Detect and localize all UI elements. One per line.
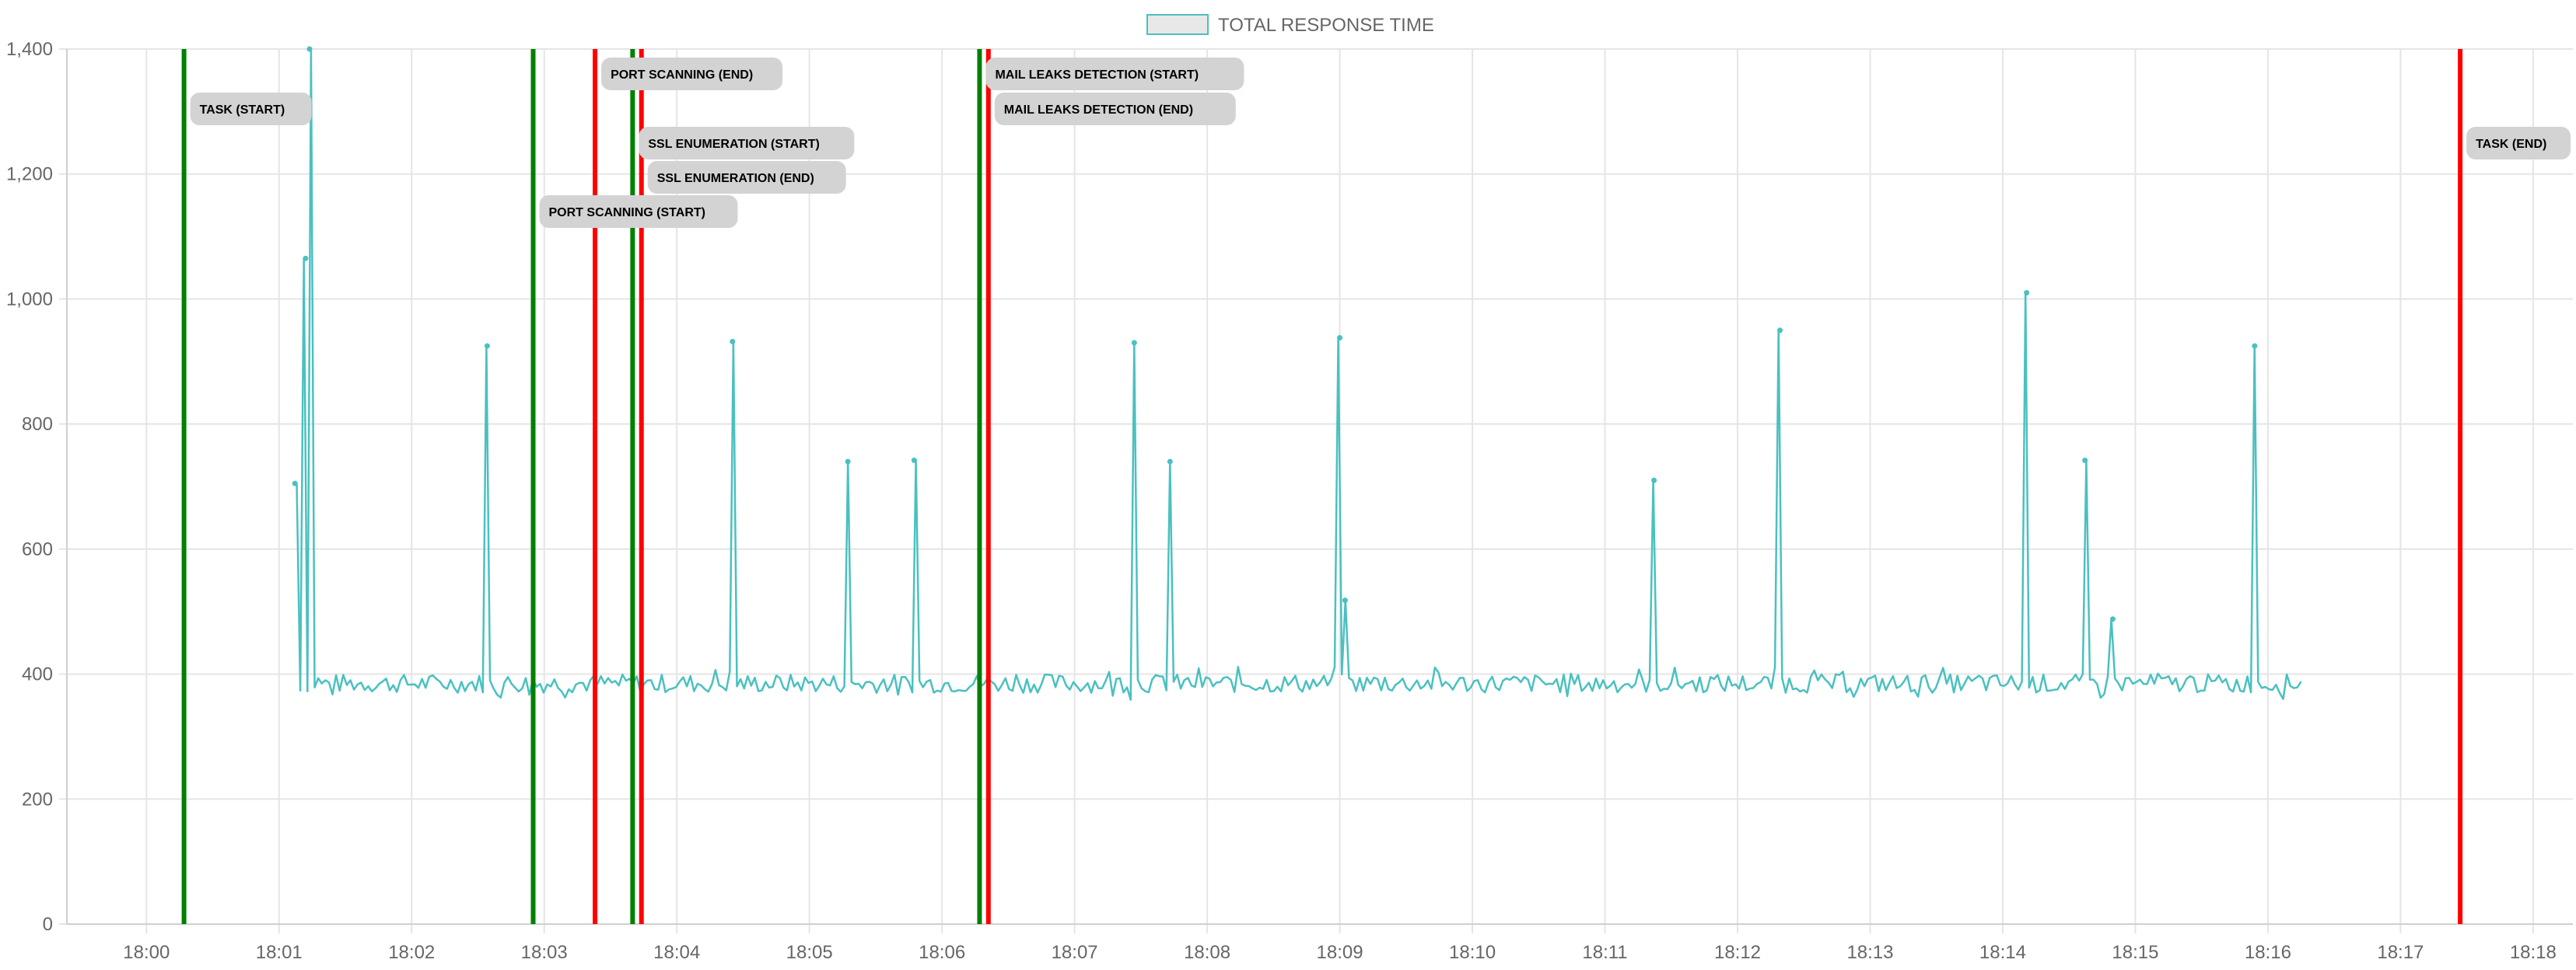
spike-point — [1337, 334, 1343, 341]
spike-point — [1167, 458, 1173, 464]
event-label-box — [539, 195, 738, 228]
spike-point — [1651, 477, 1657, 483]
event-label: SSL ENUMERATION (START) — [639, 127, 855, 159]
event-label-box — [190, 93, 312, 125]
event-label-box — [994, 93, 1236, 125]
spike-point — [1342, 597, 1348, 604]
event-label-text: PORT SCANNING (END) — [611, 68, 753, 82]
x-tick-label: 18:01 — [256, 942, 303, 963]
axes: 0 200 400 600 800 1,000 1,200 1,400 18:00 18:01 18… — [6, 39, 2573, 963]
y-tick-label: 200 — [22, 789, 53, 810]
event-label: TASK (START) — [190, 93, 312, 125]
x-tick-label: 18:18 — [2510, 942, 2557, 963]
event-label-box — [2466, 127, 2571, 159]
x-tick-label: 18:05 — [786, 942, 833, 963]
event-markers: TASK (START) PORT SCANNING (START) PORT SC… — [181, 49, 2571, 924]
event-label-text: TASK (END) — [2476, 138, 2546, 151]
x-tick-label: 18:14 — [1979, 942, 2026, 963]
y-tick-label: 400 — [22, 664, 53, 685]
spike-point — [2109, 616, 2116, 622]
x-tick-label: 18:16 — [2245, 942, 2291, 963]
spike-point — [303, 255, 309, 261]
spike-point — [292, 480, 298, 486]
y-tick-label: 600 — [22, 539, 53, 560]
spike-point — [2252, 343, 2258, 349]
spike-point — [484, 343, 490, 349]
event-label-text: SSL ENUMERATION (END) — [657, 172, 814, 185]
x-tick-label: 18:08 — [1184, 942, 1230, 963]
x-tick-label: 18:13 — [1846, 942, 1893, 963]
event-label: TASK (END) — [2466, 127, 2571, 159]
x-tick-label: 18:15 — [2112, 942, 2158, 963]
x-tick-label: 18:06 — [919, 942, 965, 963]
event-label-text: MAIL LEAKS DETECTION (END) — [1004, 103, 1193, 117]
event-label: PORT SCANNING (END) — [601, 58, 783, 90]
spike-point — [306, 46, 313, 52]
event-label-text: TASK (START) — [200, 103, 285, 117]
event-label-box — [985, 58, 1244, 90]
legend-label[interactable]: TOTAL RESPONSE TIME — [1218, 15, 1434, 36]
event-label-text: SSL ENUMERATION (START) — [648, 138, 819, 151]
x-tick-label: 18:10 — [1449, 942, 1496, 963]
spike-point — [730, 338, 736, 345]
x-tick-label: 18:02 — [388, 942, 435, 963]
event-label: SSL ENUMERATION (END) — [647, 161, 846, 194]
event-label: PORT SCANNING (START) — [539, 195, 738, 228]
x-tick-label: 18:12 — [1714, 942, 1761, 963]
spike-point — [911, 457, 917, 464]
x-tick-label: 18:17 — [2377, 942, 2424, 963]
event-label-box — [601, 58, 783, 90]
x-tick-label: 18:09 — [1317, 942, 1363, 963]
y-tick-label: 1,400 — [6, 39, 53, 60]
x-tick-label: 18:07 — [1052, 942, 1098, 963]
x-tick-label: 18:11 — [1582, 942, 1627, 963]
x-tick-label: 18:03 — [521, 942, 568, 963]
spike-point — [845, 458, 851, 464]
legend-swatch[interactable] — [1146, 14, 1209, 35]
spike-point — [2024, 289, 2030, 296]
event-label: MAIL LEAKS DETECTION (END) — [994, 93, 1236, 125]
spike-point — [2082, 457, 2088, 464]
spike-point — [1777, 327, 1783, 334]
legend[interactable]: TOTAL RESPONSE TIME — [1146, 14, 1434, 36]
x-tick-label: 18:04 — [653, 942, 700, 963]
event-label: MAIL LEAKS DETECTION (START) — [985, 58, 1244, 90]
y-tick-label: 1,000 — [6, 289, 53, 310]
y-tick-label: 0 — [43, 914, 53, 935]
event-label-text: PORT SCANNING (START) — [549, 206, 705, 219]
event-label-box — [639, 127, 855, 159]
y-tick-label: 800 — [22, 414, 53, 435]
spike-point — [1131, 340, 1137, 346]
event-label-text: MAIL LEAKS DETECTION (START) — [995, 68, 1199, 82]
grid — [59, 48, 2573, 933]
y-tick-label: 1,200 — [6, 164, 53, 185]
x-tick-label: 18:00 — [123, 942, 170, 963]
event-label-box — [647, 161, 846, 194]
